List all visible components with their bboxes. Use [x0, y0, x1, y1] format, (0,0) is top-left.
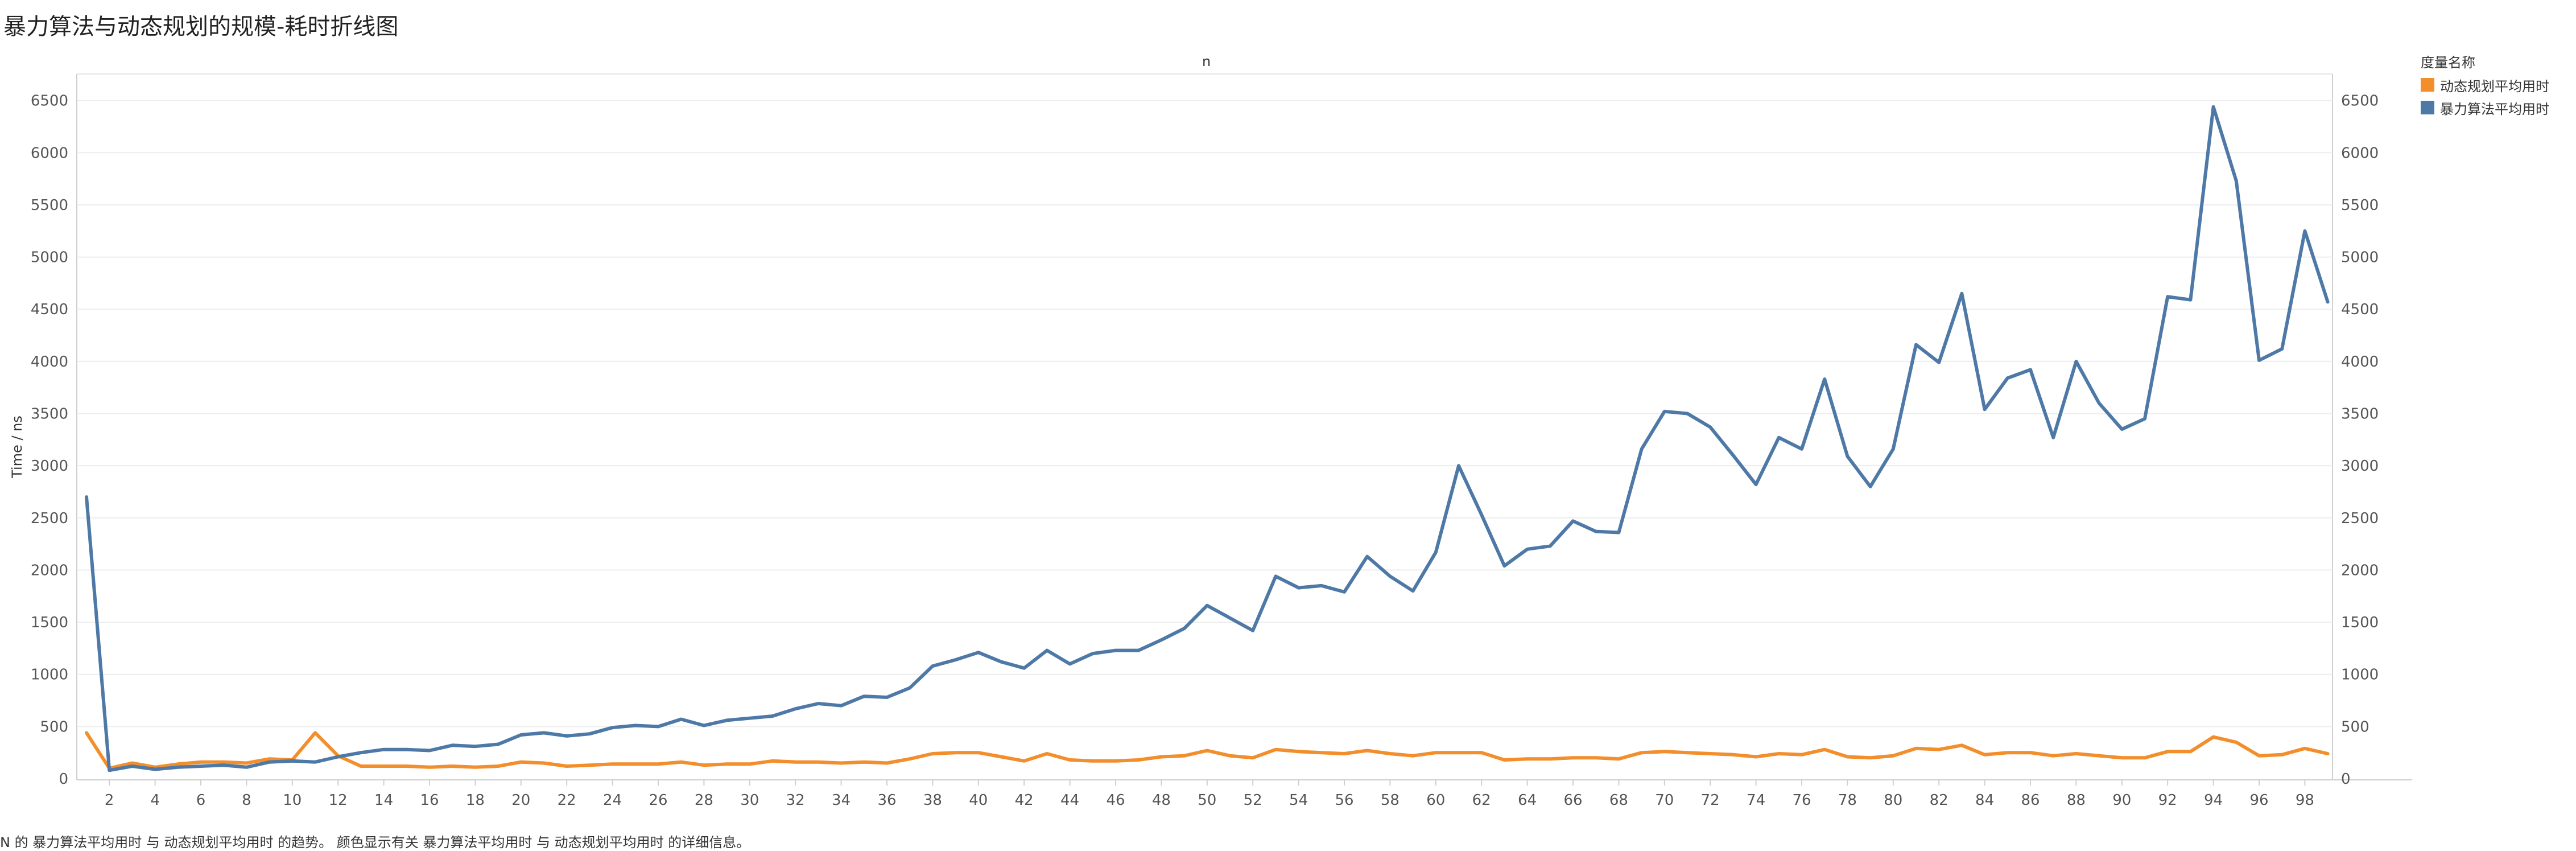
x-tick-label: 36 — [877, 792, 896, 809]
x-tick-label: 82 — [1930, 792, 1948, 809]
y-left-tick-label: 5500 — [31, 197, 68, 214]
x-tick-label: 78 — [1838, 792, 1857, 809]
legend-label-dp: 动态规划平均用时 — [2440, 78, 2549, 94]
legend-item-dp[interactable]: 动态规划平均用时 — [2421, 73, 2549, 96]
x-tick-label: 56 — [1335, 792, 1353, 809]
y-left-tick-label: 4000 — [31, 353, 68, 371]
y-right-tick-label: 2500 — [2341, 510, 2379, 527]
x-tick-label: 14 — [374, 792, 393, 809]
x-tick-label: 98 — [2296, 792, 2314, 809]
x-axis-ticks: 2 4 6 8 10 12 14 16 18 20 22 24 26 28 30 32 34 36 38 40 42 44… — [105, 780, 2314, 809]
y-right-tick-label: 2000 — [2341, 562, 2379, 579]
x-tick-label: 68 — [1609, 792, 1628, 809]
y-right-tick-label: 4500 — [2341, 301, 2379, 318]
y-left-tick-label: 5000 — [31, 249, 68, 266]
x-tick-label: 74 — [1747, 792, 1765, 809]
x-tick-label: 94 — [2204, 792, 2223, 809]
legend-swatch-dp — [2421, 78, 2434, 92]
chart-title: 暴力算法与动态规划的规模-耗时折线图 — [3, 14, 399, 40]
x-tick-label: 44 — [1060, 792, 1079, 809]
x-tick-label: 90 — [2112, 792, 2131, 809]
y-left-tick-label: 4500 — [31, 301, 68, 318]
x-tick-label: 48 — [1152, 792, 1171, 809]
x-tick-label: 38 — [923, 792, 942, 809]
x-tick-label: 70 — [1655, 792, 1674, 809]
y-right-tick-label: 3500 — [2341, 406, 2379, 423]
x-tick-label: 10 — [283, 792, 302, 809]
x-tick-label: 54 — [1289, 792, 1308, 809]
x-tick-label: 46 — [1106, 792, 1125, 809]
y-right-tick-label: 500 — [2341, 718, 2369, 735]
x-tick-label: 84 — [1975, 792, 1994, 809]
y-axis-right-ticks: 0 500 1000 1500 2000 2500 3000 3500 4000 4500 5000… — [2341, 93, 2379, 788]
y-right-tick-label: 6500 — [2341, 93, 2379, 110]
legend-swatch-brute — [2421, 101, 2434, 114]
x-tick-label: 62 — [1472, 792, 1491, 809]
x-tick-label: 60 — [1426, 792, 1445, 809]
series-line-brute — [85, 105, 2330, 772]
x-tick-label: 18 — [466, 792, 485, 809]
y-right-tick-label: 1500 — [2341, 614, 2379, 631]
y-right-tick-label: 6000 — [2341, 145, 2379, 162]
chart-caption: N 的 暴力算法平均用时 与 动态规划平均用时 的趋势。 颜色显示有关 暴力算法… — [0, 834, 750, 850]
x-tick-label: 58 — [1381, 792, 1400, 809]
plot-frame — [76, 73, 2412, 780]
x-tick-label: 6 — [196, 792, 206, 809]
y-right-tick-label: 5000 — [2341, 249, 2379, 266]
series-lines — [85, 105, 2330, 772]
x-tick-label: 12 — [329, 792, 348, 809]
x-tick-label: 52 — [1244, 792, 1262, 809]
y-left-tick-label: 1500 — [31, 614, 68, 631]
x-tick-label: 34 — [832, 792, 851, 809]
y-left-tick-label: 3500 — [31, 406, 68, 423]
x-tick-label: 2 — [105, 792, 114, 809]
y-left-tick-label: 6500 — [31, 93, 68, 110]
x-tick-label: 88 — [2067, 792, 2086, 809]
y-left-tick-label: 3000 — [31, 458, 68, 475]
x-tick-label: 26 — [649, 792, 667, 809]
y-right-tick-label: 5500 — [2341, 197, 2379, 214]
y-right-tick-label: 0 — [2341, 771, 2351, 788]
x-tick-label: 92 — [2158, 792, 2177, 809]
x-tick-label: 42 — [1015, 792, 1034, 809]
y-axis-left-ticks: 0 500 1000 1500 2000 2500 3000 3500 4000 4500 5000… — [31, 93, 68, 788]
x-tick-label: 76 — [1792, 792, 1811, 809]
x-tick-label: 80 — [1884, 792, 1902, 809]
x-tick-label: 66 — [1563, 792, 1582, 809]
y-right-tick-label: 4000 — [2341, 353, 2379, 371]
y-right-tick-label: 1000 — [2341, 667, 2379, 684]
x-tick-label: 64 — [1518, 792, 1537, 809]
x-tick-label: 72 — [1701, 792, 1720, 809]
legend-title: 度量名称 — [2421, 55, 2475, 71]
y-left-tick-label: 0 — [59, 771, 68, 788]
x-tick-label: 8 — [242, 792, 251, 809]
x-tick-label: 40 — [969, 792, 988, 809]
y-right-tick-label: 3000 — [2341, 458, 2379, 475]
y-left-tick-label: 2000 — [31, 562, 68, 579]
legend[interactable]: 度量名称 动态规划平均用时 暴力算法平均用时 — [2421, 51, 2549, 119]
x-tick-label: 96 — [2249, 792, 2268, 809]
x-tick-label: 32 — [786, 792, 805, 809]
x-tick-label: 16 — [420, 792, 439, 809]
y-left-tick-label: 1000 — [31, 667, 68, 684]
legend-item-brute[interactable]: 暴力算法平均用时 — [2421, 96, 2549, 119]
x-tick-label: 24 — [603, 792, 622, 809]
y-left-tick-label: 2500 — [31, 510, 68, 527]
x-tick-label: 4 — [150, 792, 160, 809]
x-tick-label: 22 — [558, 792, 576, 809]
x-tick-label: 50 — [1198, 792, 1216, 809]
x-tick-label: 20 — [511, 792, 530, 809]
series-line-dp — [85, 731, 2330, 770]
x-tick-label: 86 — [2021, 792, 2040, 809]
legend-label-brute: 暴力算法平均用时 — [2440, 101, 2549, 117]
y-left-tick-label: 6000 — [31, 145, 68, 162]
x-tick-label: 30 — [740, 792, 759, 809]
y-axis-title: Time / ns — [9, 416, 25, 479]
x-tick-label: 28 — [695, 792, 713, 809]
y-left-tick-label: 500 — [40, 718, 68, 735]
gridlines — [77, 100, 2333, 727]
